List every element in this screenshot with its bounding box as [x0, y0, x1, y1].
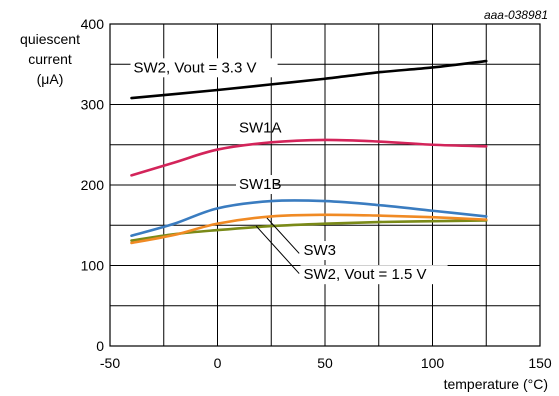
- series-label: SW1A: [239, 120, 282, 137]
- y-tick-label: 200: [81, 177, 105, 193]
- x-axis-label: temperature (°C): [444, 376, 548, 392]
- y-tick-label: 100: [81, 258, 105, 274]
- label-leader: [255, 225, 300, 274]
- label-background: [300, 265, 448, 285]
- series-line: [130, 199, 488, 238]
- series-lines: [130, 59, 488, 245]
- series-line: [130, 213, 488, 245]
- x-tick-label: -50: [100, 355, 120, 371]
- x-tick-label: 50: [317, 355, 333, 371]
- x-tick-label: 0: [214, 355, 222, 371]
- y-axis-label: quiescent current (μA): [20, 31, 80, 87]
- series-line: [130, 59, 488, 100]
- x-tick-label: 100: [421, 355, 445, 371]
- x-tick-label: 150: [528, 355, 552, 371]
- series-label: SW2, Vout = 1.5 V: [304, 266, 427, 283]
- y-tick-label: 0: [96, 338, 104, 354]
- label-background: [130, 58, 278, 78]
- label-leader: [266, 217, 300, 254]
- series-label: SW2, Vout = 3.3 V: [134, 59, 257, 76]
- label-background: [300, 241, 332, 261]
- plot-frame: [109, 23, 541, 347]
- series-line: [130, 138, 488, 177]
- series-label: SW1B: [239, 176, 282, 193]
- grid: [109, 23, 541, 347]
- figure-id: aaa-038981: [484, 8, 548, 22]
- series-labels: SW2, Vout = 3.3 V SW1A SW1B SW3 SW2, Vout = …: [130, 58, 448, 285]
- y-tick-label: 300: [81, 97, 105, 113]
- series-label: SW3: [304, 242, 337, 259]
- label-background: [236, 175, 276, 195]
- y-tick-label: 400: [81, 16, 105, 32]
